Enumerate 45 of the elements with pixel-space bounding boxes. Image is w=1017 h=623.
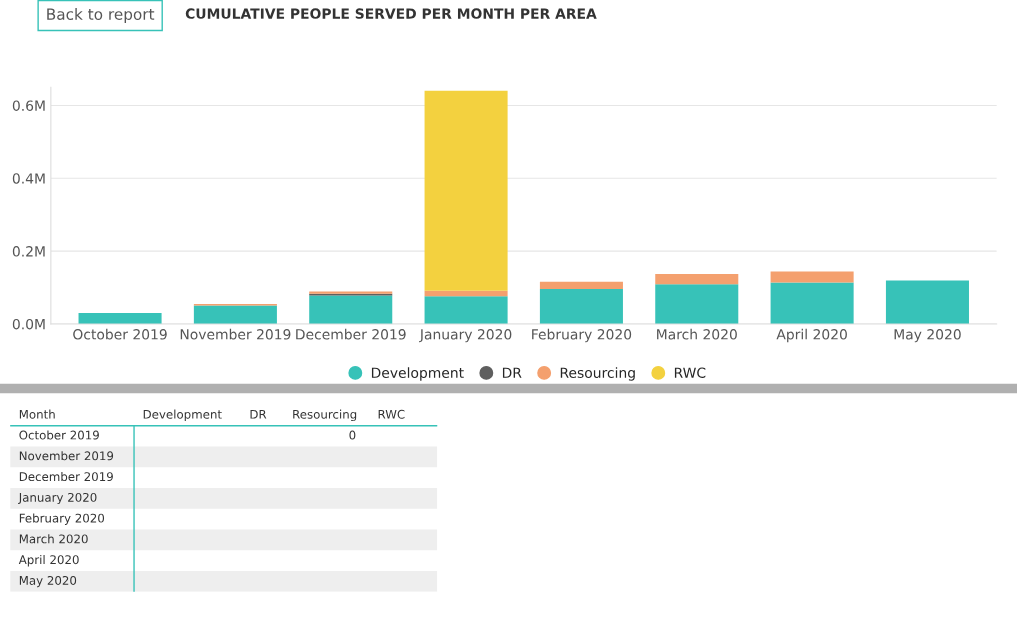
legend-label: Resourcing <box>560 367 635 381</box>
bar <box>424 90 508 291</box>
category-label: RWC <box>378 409 405 419</box>
bar <box>539 281 623 289</box>
x-tick-label: October 2019 <box>73 328 167 340</box>
x-tick-label: November 2019 <box>180 328 291 340</box>
bar <box>78 313 162 324</box>
category-label: January 2020 <box>18 492 97 505</box>
x-tick-label: January 2020 <box>419 329 512 343</box>
y-tick-label: 0.2M <box>12 246 45 257</box>
legend-label: RWC <box>674 367 706 378</box>
x-tick-label: February 2020 <box>532 328 632 343</box>
y-tick-label: 0.0M <box>12 318 45 330</box>
category-label: Resourcing <box>293 409 357 422</box>
legend-label: DR <box>502 367 522 378</box>
bar <box>539 289 623 324</box>
bar <box>885 280 969 324</box>
x-tick-label: April 2020 <box>776 328 847 343</box>
category-label: DR <box>250 409 267 419</box>
bar <box>655 284 739 324</box>
bar <box>770 271 854 283</box>
text: Back to report <box>47 8 155 23</box>
category-label: April 2020 <box>18 554 79 567</box>
bar <box>193 305 277 324</box>
category-label: November 2019 <box>19 451 114 461</box>
bar <box>424 296 508 324</box>
category-label: March 2020 <box>19 534 88 544</box>
bar <box>309 295 393 324</box>
category-label: December 2019 <box>19 471 113 482</box>
chart-title: CUMULATIVE PEOPLE SERVED PER MONTH PER AREA <box>185 8 597 19</box>
text: 0 <box>349 430 356 440</box>
legend-label: Development <box>371 367 464 381</box>
bar <box>770 282 854 324</box>
category-label: Development <box>143 409 222 422</box>
category-label: October 2019 <box>19 430 99 440</box>
category-label: February 2020 <box>19 513 105 525</box>
bar <box>424 290 508 297</box>
x-tick-label: March 2020 <box>657 328 737 340</box>
category-label: Month <box>19 409 55 419</box>
category-label: May 2020 <box>19 575 77 588</box>
x-tick-label: December 2019 <box>296 328 406 340</box>
bar <box>655 274 739 285</box>
x-tick-label: May 2020 <box>894 329 961 343</box>
y-tick-label: 0.6M <box>12 100 45 111</box>
y-tick-label: 0.4M <box>12 173 45 184</box>
